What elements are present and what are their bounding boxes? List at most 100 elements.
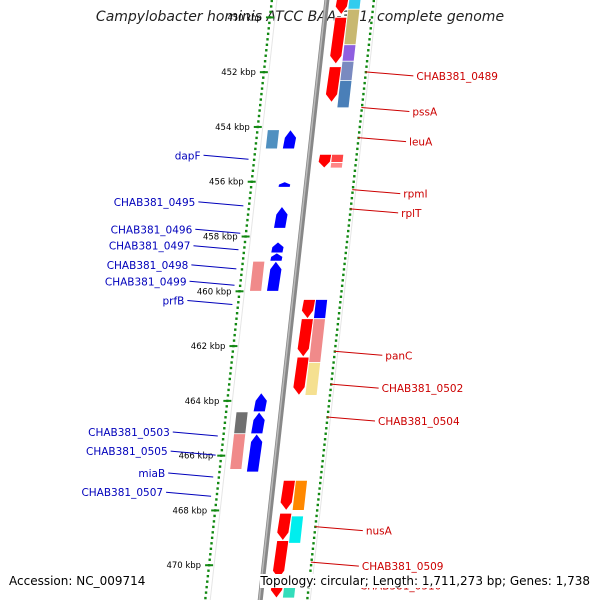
tick-dot <box>345 240 349 244</box>
tick-dot <box>342 273 345 277</box>
tick-dot <box>227 388 230 392</box>
tick-dot <box>351 186 355 189</box>
tick-dot <box>230 361 233 364</box>
tick-dot <box>219 459 222 463</box>
forward-gene <box>296 318 314 358</box>
tick-label: 456 kbp <box>209 178 244 188</box>
tick-dot <box>322 454 325 457</box>
tick-dot <box>348 218 351 222</box>
tick-dot <box>359 120 362 123</box>
tick-dot <box>229 366 233 370</box>
tick-dot <box>337 317 340 320</box>
gene-label: nusA <box>366 526 393 538</box>
tick-dot <box>360 109 363 112</box>
tick-dot <box>245 224 249 227</box>
reverse-gene <box>277 181 292 188</box>
tick-dot <box>315 509 319 512</box>
tick-dot <box>371 10 374 14</box>
leader-line <box>170 450 216 456</box>
tick-dot <box>351 191 354 194</box>
tick-dot <box>331 366 335 370</box>
leader-line <box>168 472 214 478</box>
tick-dot <box>259 103 262 107</box>
tick-dot <box>362 87 366 90</box>
forward-gene <box>288 515 305 544</box>
tick-dot <box>336 328 339 331</box>
tick-dot <box>253 153 256 156</box>
accession-text: Accession: NC_009714 <box>9 574 146 588</box>
tick-dot <box>247 207 250 211</box>
inner-guide <box>209 0 278 600</box>
leader-line <box>365 71 414 77</box>
tick-dot <box>243 240 247 244</box>
gene-label: rplT <box>401 208 422 220</box>
tick-dot <box>319 481 322 485</box>
tick-dot <box>340 284 344 288</box>
gene-label: CHAB381_0509 <box>362 561 444 573</box>
tick-dot <box>326 410 330 414</box>
tick-dot <box>328 394 332 397</box>
tick-dot <box>317 492 321 496</box>
tick-dot <box>245 229 248 233</box>
leader-line <box>198 201 244 207</box>
reverse-gene <box>266 260 283 292</box>
tick-dot <box>204 591 208 594</box>
forward-gene <box>301 299 317 320</box>
tick-dot <box>322 448 326 452</box>
tick-dot <box>325 421 329 424</box>
tick-dot <box>224 416 227 419</box>
tick-dot <box>239 279 242 282</box>
outer-guide <box>309 0 378 600</box>
tick-dot <box>352 180 355 183</box>
tick-dot <box>333 355 336 359</box>
tick-dot <box>355 153 358 156</box>
leader-line <box>187 299 233 305</box>
tick-dot <box>265 43 269 46</box>
tick-dot <box>345 246 348 249</box>
gene-label: leuA <box>409 137 433 149</box>
tick-dot <box>368 38 371 41</box>
tick-dot <box>343 257 347 260</box>
tick-dot <box>353 175 356 178</box>
tick-dot <box>240 268 244 271</box>
forward-gene <box>330 153 345 163</box>
leader-line <box>358 137 407 143</box>
tick-dot <box>262 76 265 79</box>
forward-gene <box>339 60 355 81</box>
tick-dot <box>235 312 239 315</box>
tick-dot <box>348 213 352 216</box>
tick-dot <box>233 333 236 337</box>
tick-dot <box>312 536 316 540</box>
reverse-gene <box>281 129 297 150</box>
gene-label: CHAB381_0499 <box>105 276 187 288</box>
tick-dot <box>328 399 331 403</box>
tick-dot <box>324 432 327 435</box>
tick-dot <box>206 580 209 583</box>
tick-dot <box>254 147 257 151</box>
tick-dot <box>231 350 235 353</box>
map-title: Campylobacter hominis ATCC BAA-381, comp… <box>95 9 505 25</box>
tick-label: 454 kbp <box>215 123 250 133</box>
tick-dot <box>214 503 217 507</box>
forward-gene <box>334 0 349 16</box>
tick-dot <box>257 120 260 123</box>
tick-dot <box>235 317 238 320</box>
tick-dot <box>354 164 357 167</box>
tick-dot <box>218 465 222 468</box>
tick-dot <box>368 32 372 36</box>
label-layer: CHAB381_0489 pssA leuA rpmI rplT panC CHAB381_… <box>81 71 498 592</box>
tick-dot <box>334 339 338 342</box>
tick-dot <box>369 27 372 30</box>
tick-dot <box>265 49 268 52</box>
tick-dot <box>314 520 318 523</box>
tick-dot <box>342 268 346 271</box>
tick-dot <box>212 525 215 529</box>
tick-dot <box>237 295 241 298</box>
tick-dot <box>217 476 221 479</box>
tick-label: 462 kbp <box>191 342 226 352</box>
gene-label: CHAB381_0503 <box>88 427 170 439</box>
forward-gene <box>317 153 333 169</box>
reverse-gene <box>269 252 284 262</box>
tick-dot <box>206 574 210 578</box>
